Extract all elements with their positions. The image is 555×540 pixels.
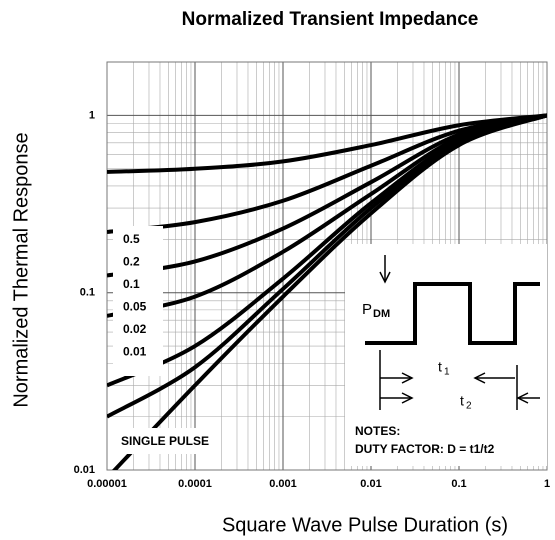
y-axis-label: Normalized Thermal Response: [10, 132, 32, 407]
inset-label: t: [438, 359, 442, 375]
y-tick-label: 0.01: [74, 464, 95, 476]
x-tick-label: 0.0001: [178, 478, 212, 490]
series-label: 0.1: [123, 277, 140, 291]
curve: [107, 113, 547, 278]
y-tick-label: 0.1: [80, 287, 95, 299]
series-label: 0.02: [123, 322, 147, 336]
series-label: SINGLE PULSE: [121, 434, 209, 448]
x-tick-label: 0.001: [269, 478, 297, 490]
y-tick-label: 1: [89, 109, 95, 121]
inset-box: [345, 244, 547, 466]
inset-label: DM: [373, 308, 390, 320]
x-tick-label: 0.01: [360, 478, 381, 490]
curve: [107, 113, 547, 234]
series-label: 0.05: [123, 300, 147, 314]
series-label: 0.01: [123, 345, 147, 359]
inset-label: 1: [444, 367, 450, 378]
lines: [107, 113, 547, 470]
dimension-arrows: [379, 255, 540, 410]
chart-title: Normalized Transient Impedance: [182, 9, 479, 30]
pulse-wave: [365, 282, 540, 345]
x-tick-label: 1: [544, 478, 550, 490]
inset-label: t: [460, 393, 464, 409]
inset-label: P: [362, 301, 372, 318]
x-axis-label: Square Wave Pulse Duration (s): [222, 514, 508, 536]
inset-label: 2: [466, 401, 472, 412]
curve: [111, 113, 547, 470]
series-label: 0.2: [123, 255, 140, 269]
curve: [107, 113, 547, 318]
inset-note: NOTES:: [355, 424, 400, 438]
x-tick-label: 0.1: [451, 478, 466, 490]
curve: [107, 113, 547, 174]
label-box: [113, 226, 163, 376]
label-box: [113, 428, 221, 454]
x-tick-label: 0.00001: [87, 478, 127, 490]
inset-note: DUTY FACTOR: D = t1/t2: [355, 442, 495, 456]
series-label: 0.5: [123, 232, 140, 246]
overlays: P DM t 1 t 2 NOTES: DUTY FACTOR: D = t1/…: [113, 226, 547, 466]
